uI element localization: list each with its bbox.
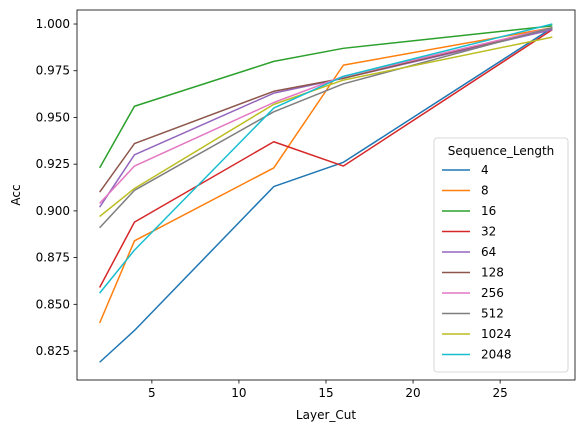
legend-label-4: 4: [481, 163, 489, 177]
legend: Sequence_Length 4 8 16 32 64 128 256 512 1024 204…: [433, 137, 569, 373]
y-axis-label: Acc: [9, 184, 23, 205]
legend-label-2048: 2048: [481, 348, 512, 362]
y-tick-label: 1.000: [36, 17, 70, 31]
y-tick-label: 0.850: [36, 297, 70, 311]
series-line-256: [99, 27, 553, 204]
x-tick-label: 5: [148, 386, 156, 400]
series-line-128: [99, 27, 553, 193]
legend-label-1024: 1024: [481, 327, 512, 341]
y-ticks: 0.825 0.850 0.875 0.900 0.925 0.950 0.975 1.000: [36, 17, 77, 358]
x-tick-label: 15: [318, 386, 333, 400]
series-line-8: [98, 27, 553, 324]
legend-label-8: 8: [481, 184, 489, 198]
y-tick-label: 0.925: [36, 157, 70, 171]
legend-title: Sequence_Length: [448, 144, 555, 158]
legend-label-64: 64: [481, 245, 496, 259]
legend-items: 4 8 16 32 64 128 256 512 1024 2048: [442, 163, 512, 362]
series-line-2048: [99, 23, 553, 294]
series-line-1024: [99, 36, 553, 218]
series-layer: [98, 23, 553, 363]
x-tick-label: 10: [231, 386, 246, 400]
y-tick-label: 0.950: [36, 110, 70, 124]
legend-label-16: 16: [481, 204, 496, 218]
y-tick-label: 0.825: [36, 344, 70, 358]
series-line-32: [98, 28, 553, 288]
legend-label-128: 128: [481, 266, 504, 280]
x-tick-label: 25: [492, 386, 507, 400]
x-tick-label: 20: [405, 386, 420, 400]
y-tick-label: 0.875: [36, 251, 70, 265]
series-line-16: [98, 25, 553, 169]
series-line-4: [99, 27, 553, 363]
y-tick-label: 0.975: [36, 64, 70, 78]
y-tick-label: 0.900: [36, 204, 70, 218]
legend-label-512: 512: [481, 307, 504, 321]
x-ticks: 5 10 15 20 25: [148, 380, 508, 400]
x-axis-label: Layer_Cut: [296, 408, 356, 422]
legend-label-32: 32: [481, 225, 496, 239]
legend-label-256: 256: [481, 286, 504, 300]
